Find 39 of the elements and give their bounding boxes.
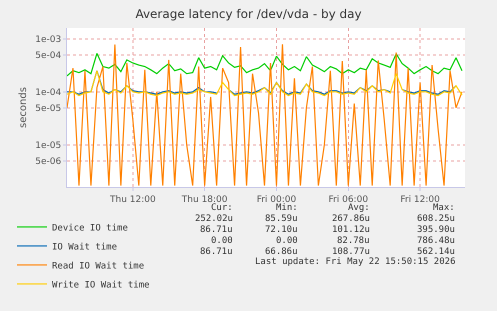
line-series (67, 44, 463, 186)
text: Cur: (211, 203, 233, 213)
text: Last update: Fri May 22 15:50:15 2026 (255, 257, 456, 267)
text: Min: (276, 203, 298, 213)
text: 267.86u (332, 214, 370, 224)
y-axis-title: seconds (18, 87, 30, 128)
y-tick-label: 5e-04 (35, 50, 62, 61)
y-tick-label: 1e-04 (35, 88, 62, 98)
text: 786.48u (417, 236, 455, 246)
text: 66.86u (265, 247, 298, 257)
x-tick-label: Thu 12:00 (108, 194, 156, 205)
text: 252.02u (195, 214, 233, 224)
text: 608.25u (417, 214, 455, 224)
text: Avg: (348, 203, 370, 213)
text: 86.71u (200, 225, 233, 235)
y-tick-label: 1e-05 (35, 140, 62, 151)
legend-label: IO Wait time (52, 242, 118, 252)
x-tick-label: Thu 18:00 (180, 194, 228, 205)
legend-label: Write IO Wait time (52, 280, 150, 290)
text: 108.77u (332, 247, 370, 257)
x-tick-label: Fri 06:00 (328, 194, 368, 205)
line-series (67, 52, 463, 76)
y-tick-label: 5e-05 (35, 104, 62, 114)
text: 82.78u (337, 236, 370, 246)
text: 72.10u (265, 225, 298, 235)
text: 101.12u (332, 225, 370, 235)
chart-title: Average latency for /dev/vda - by day (135, 7, 362, 22)
y-tick-label: 1e-03 (35, 34, 62, 45)
y-tick-label: 5e-06 (35, 156, 62, 167)
text: 0.00 (276, 236, 298, 246)
text: 395.90u (417, 225, 455, 235)
text: Max: (433, 203, 455, 213)
text: 562.14u (417, 247, 455, 257)
text: 86.71u (200, 247, 233, 257)
legend-label: Read IO Wait time (52, 261, 144, 272)
x-tick-label: Fri 12:00 (400, 194, 440, 205)
text: 85.59u (265, 214, 298, 224)
text: 0.00 (211, 236, 233, 246)
legend-label: Device IO time (52, 223, 128, 234)
